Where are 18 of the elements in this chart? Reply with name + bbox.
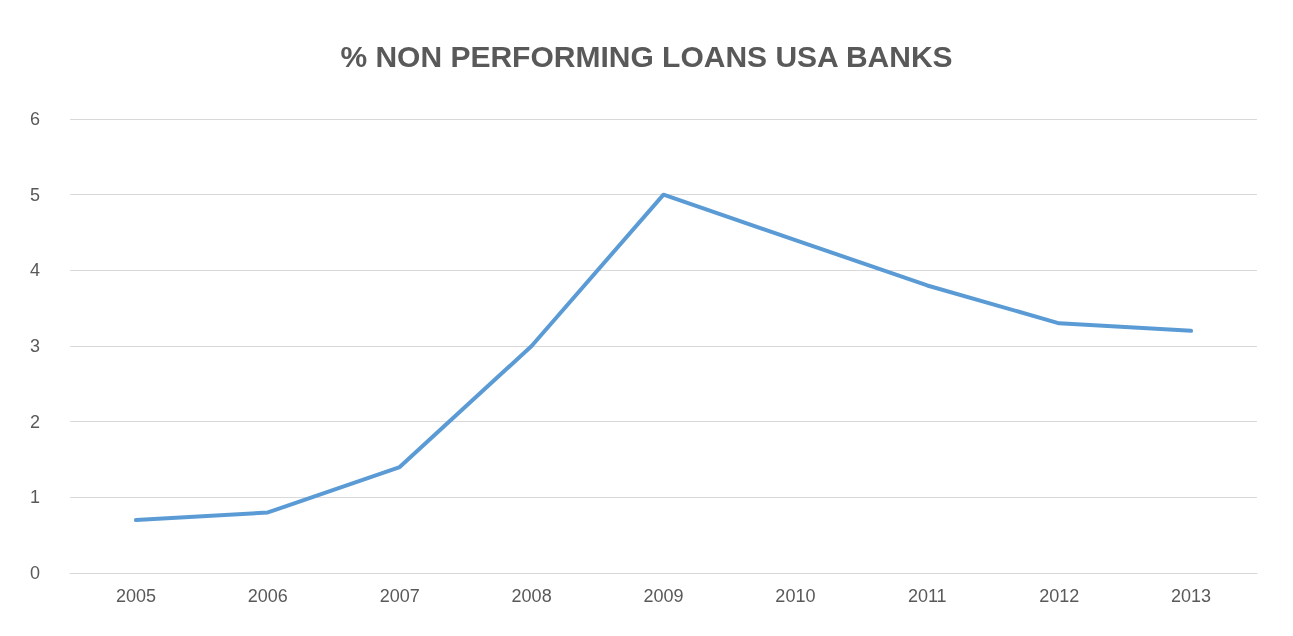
y-tick-label: 3 (29, 336, 40, 356)
line-series (133, 192, 1194, 523)
x-tick-label: 2013 (1171, 586, 1212, 606)
y-tick-label: 4 (29, 260, 40, 281)
x-tick-label: 2009 (643, 586, 684, 606)
y-tick-label: 5 (29, 184, 40, 205)
y-tick-label: 6 (29, 109, 40, 129)
y-tick-label: 1 (29, 487, 40, 508)
x-tick-label: 2007 (379, 586, 420, 606)
chart-title: % NON PERFORMING LOANS USA BANKS (340, 39, 953, 73)
x-tick-label: 2008 (511, 586, 552, 606)
x-tick-label: 2006 (247, 586, 288, 606)
x-tick-label: 2011 (907, 586, 947, 606)
x-tick-label: 2010 (775, 586, 816, 606)
y-tick-label: 2 (29, 411, 40, 432)
x-tick-label: 2012 (1039, 586, 1080, 606)
y-tick-label: 0 (29, 563, 40, 583)
x-tick-label: 2005 (115, 586, 156, 606)
